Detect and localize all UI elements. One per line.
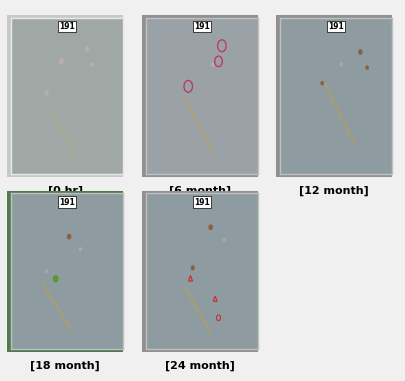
Circle shape	[46, 270, 48, 272]
Text: 191: 191	[193, 198, 209, 207]
Circle shape	[79, 248, 81, 251]
Circle shape	[320, 82, 322, 85]
Circle shape	[67, 234, 70, 239]
Circle shape	[209, 225, 212, 229]
Circle shape	[223, 239, 225, 241]
Circle shape	[191, 266, 194, 270]
Circle shape	[59, 59, 63, 64]
Circle shape	[365, 66, 367, 69]
Circle shape	[358, 50, 361, 54]
Text: 191: 191	[327, 22, 343, 31]
Text: [6 month]: [6 month]	[168, 186, 230, 196]
Circle shape	[85, 47, 88, 51]
Text: 191: 191	[193, 22, 209, 31]
Text: [0 hr]: [0 hr]	[47, 186, 83, 196]
Circle shape	[53, 276, 58, 282]
Text: [12 month]: [12 month]	[298, 186, 368, 196]
Circle shape	[339, 63, 341, 66]
Text: 191: 191	[59, 198, 75, 207]
Text: 191: 191	[59, 22, 75, 31]
Text: [18 month]: [18 month]	[30, 361, 100, 371]
Circle shape	[45, 91, 48, 94]
Text: [24 month]: [24 month]	[164, 361, 234, 371]
Circle shape	[211, 63, 213, 66]
Circle shape	[90, 63, 93, 66]
